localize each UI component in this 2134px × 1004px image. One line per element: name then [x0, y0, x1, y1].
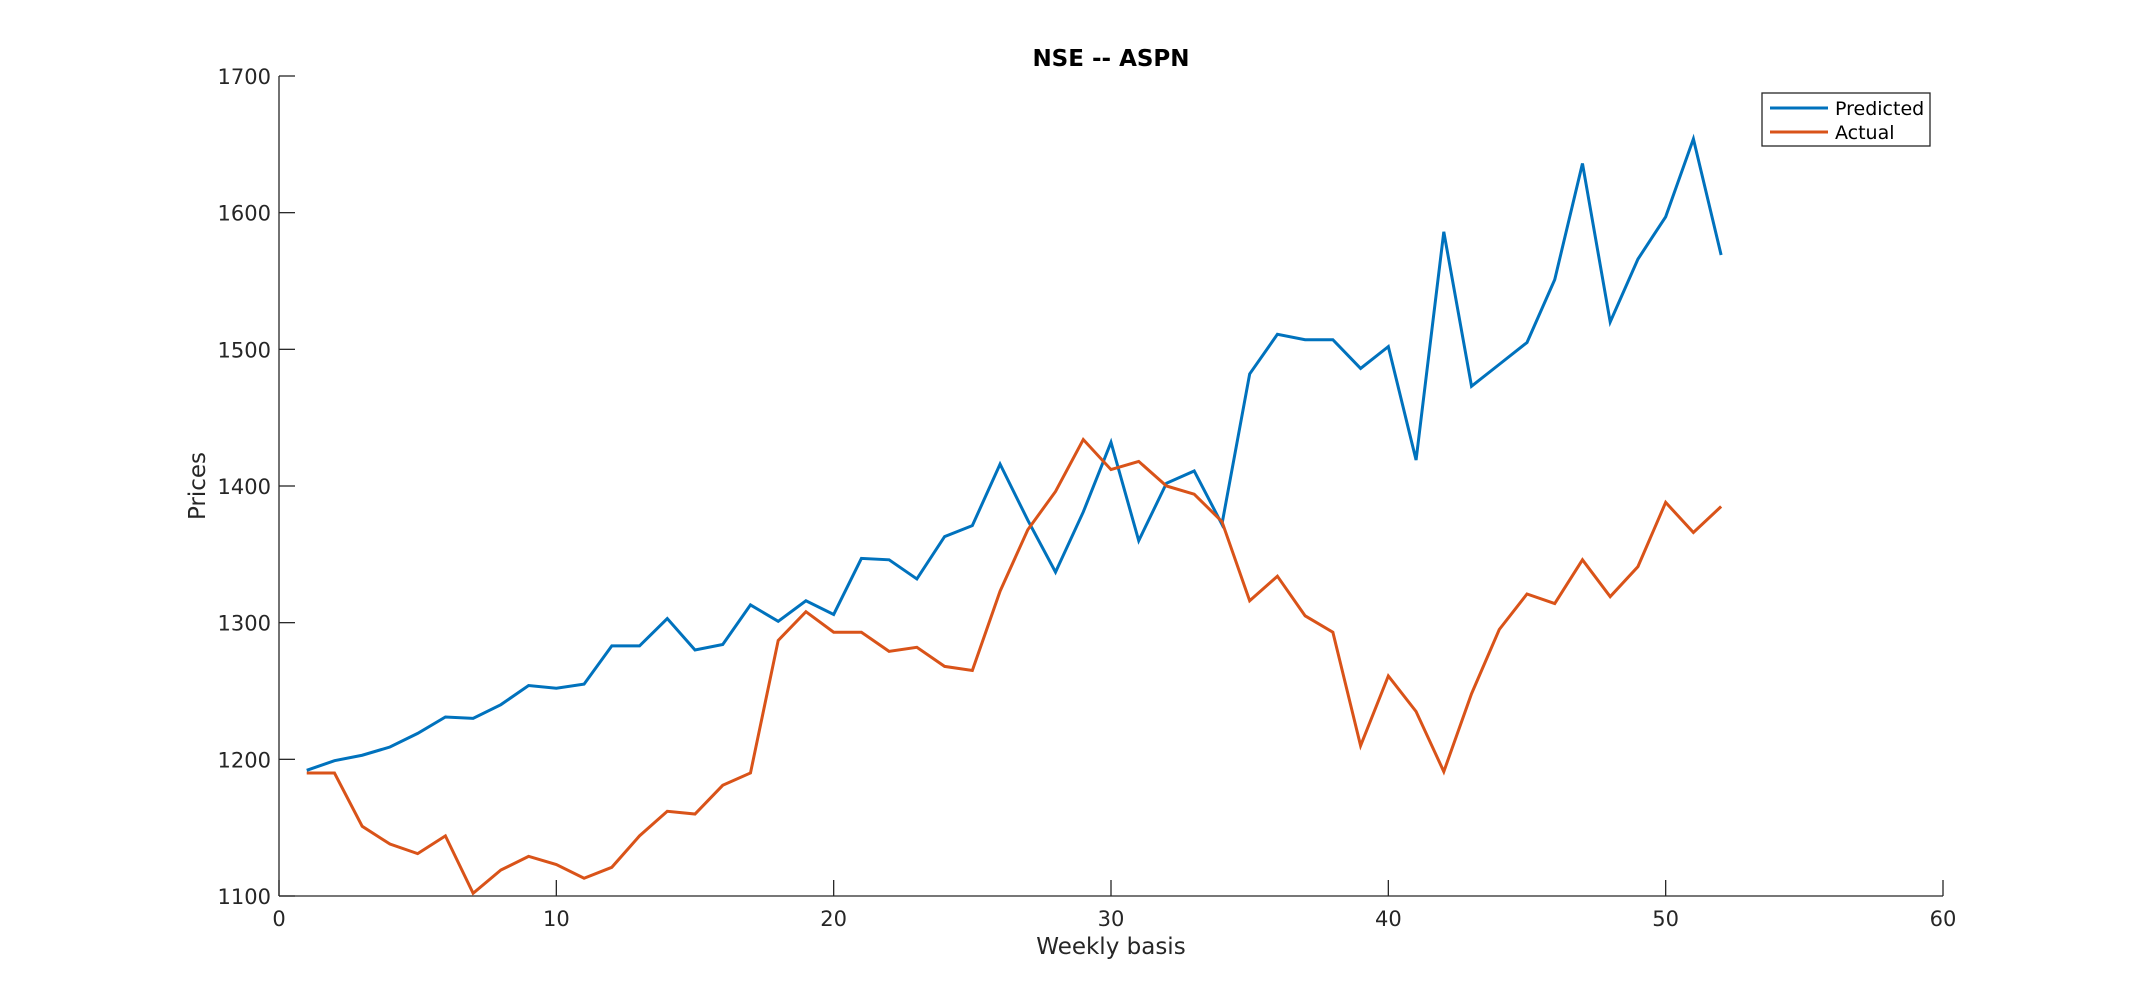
- x-tick-label: 0: [272, 907, 285, 931]
- series-line-predicted: [306, 133, 1723, 772]
- x-tick-label: 50: [1652, 907, 1679, 931]
- y-tick-label: 1100: [218, 885, 271, 909]
- y-tick-label: 1300: [218, 612, 271, 636]
- legend-box: [1761, 92, 1931, 147]
- y-tick-label: 1700: [218, 65, 271, 89]
- x-axis-label: Weekly basis: [1036, 934, 1185, 960]
- y-tick-label: 1400: [218, 475, 271, 499]
- series-lines: [306, 133, 1723, 896]
- x-tick-label: 10: [543, 907, 570, 931]
- chart-title: NSE -- ASPN: [1032, 46, 1189, 72]
- axes: 0 10 20 30 40 50 60 1100 1200 1300 1400 1500 1600 170…: [218, 65, 1957, 931]
- x-tick-label: 30: [1098, 907, 1125, 931]
- y-tick-label: 1500: [218, 338, 271, 362]
- x-tick-label: 20: [820, 907, 847, 931]
- y-axis-label: Prices: [185, 452, 211, 520]
- x-tick-label: 60: [1930, 907, 1957, 931]
- x-tick-label: 40: [1375, 907, 1402, 931]
- legend-label-predicted: Predicted: [1835, 98, 1924, 120]
- y-tick-label: 1600: [218, 202, 271, 226]
- legend-label-actual: Actual: [1835, 122, 1895, 144]
- series-line-actual: [306, 436, 1723, 896]
- y-tick-label: 1200: [218, 748, 271, 772]
